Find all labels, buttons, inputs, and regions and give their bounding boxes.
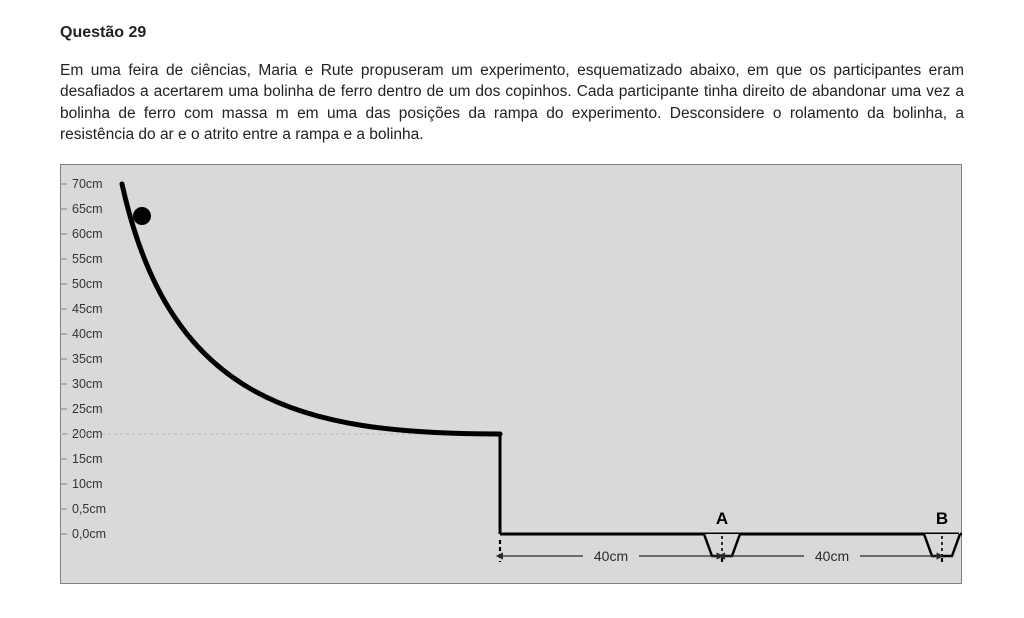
diagram-background xyxy=(61,164,962,583)
distance-label: 40cm xyxy=(815,548,849,564)
scale-label: 45cm xyxy=(72,302,103,316)
scale-label: 40cm xyxy=(72,327,103,341)
scale-label: 15cm xyxy=(72,452,103,466)
scale-label: 70cm xyxy=(72,177,103,191)
cup-label: B xyxy=(936,509,948,528)
ball xyxy=(133,207,151,225)
question-title: Questão 29 xyxy=(60,24,964,42)
scale-label: 30cm xyxy=(72,377,103,391)
cup-label: A xyxy=(716,509,728,528)
scale-label: 35cm xyxy=(72,352,103,366)
scale-label: 65cm xyxy=(72,202,103,216)
ramp-diagram-svg: 70cm 65cm 60cm 55cm 50cm 45cm 40cm 35cm 30cm 25cm… xyxy=(60,164,962,584)
scale-label: 0,0cm xyxy=(72,527,106,541)
scale-label: 25cm xyxy=(72,402,103,416)
scale-label: 10cm xyxy=(72,477,103,491)
distance-label: 40cm xyxy=(594,548,628,564)
question-body: Em uma feira de ciências, Maria e Rute p… xyxy=(60,60,964,146)
scale-label: 0,5cm xyxy=(72,502,106,516)
question-page: Questão 29 Em uma feira de ciências, Mar… xyxy=(0,0,1024,618)
scale-label: 60cm xyxy=(72,227,103,241)
scale-label: 50cm xyxy=(72,277,103,291)
ramp-diagram: 70cm 65cm 60cm 55cm 50cm 45cm 40cm 35cm 30cm 25cm… xyxy=(60,164,962,584)
scale-label: 55cm xyxy=(72,252,103,266)
